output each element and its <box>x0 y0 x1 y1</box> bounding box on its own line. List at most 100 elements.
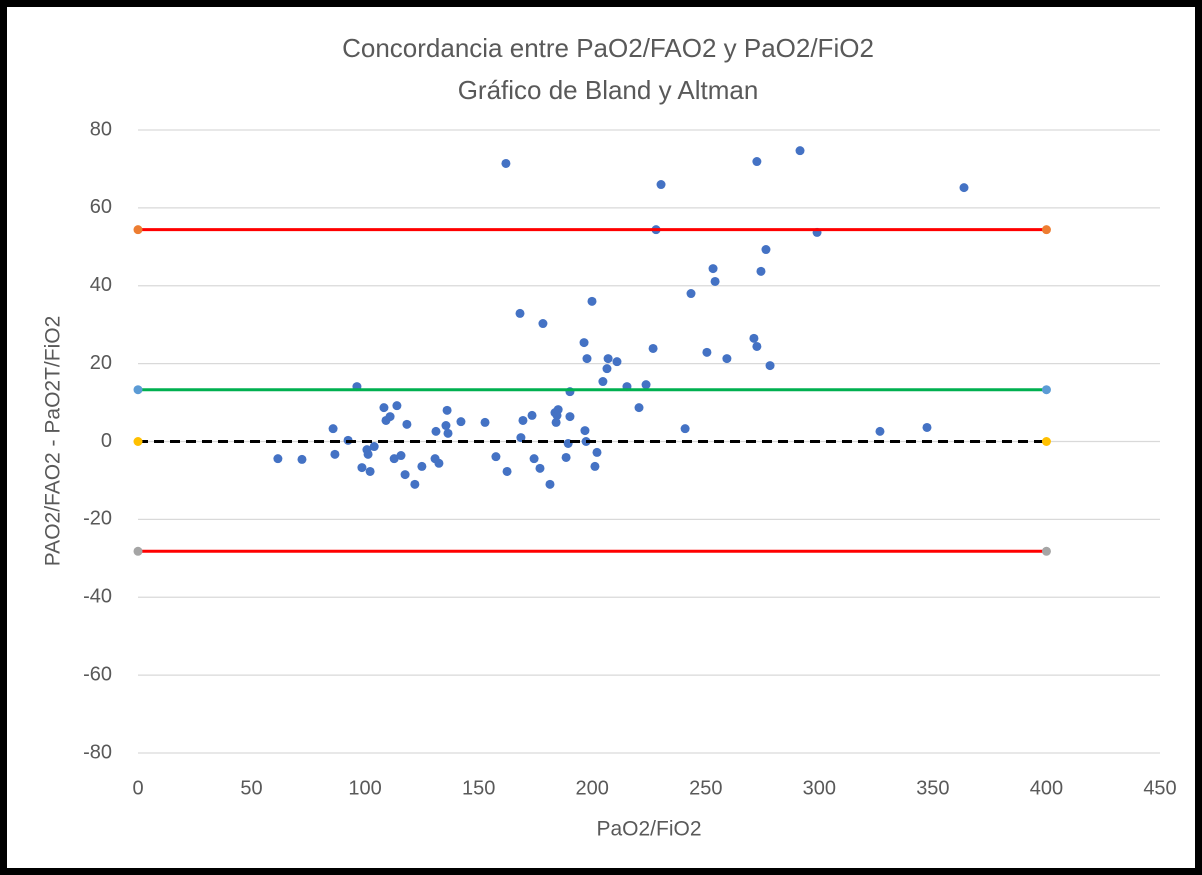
line-endpoint <box>133 225 143 235</box>
y-tick-label: 80 <box>90 118 112 140</box>
data-point <box>761 245 771 255</box>
data-point <box>330 449 340 459</box>
line-endpoint <box>133 546 143 556</box>
data-point <box>410 479 420 489</box>
x-tick-label: 200 <box>576 777 609 799</box>
data-point <box>656 180 666 190</box>
x-tick-label: 250 <box>689 777 722 799</box>
data-point <box>515 308 525 318</box>
line-endpoint <box>1041 546 1051 556</box>
line-endpoint <box>1041 385 1051 395</box>
data-point <box>545 479 555 489</box>
data-point <box>389 454 399 464</box>
data-point <box>579 338 589 348</box>
line-endpoint <box>133 437 143 446</box>
data-point <box>752 157 762 167</box>
y-tick-label: -60 <box>83 663 112 685</box>
line-endpoint <box>1041 437 1051 446</box>
data-point <box>297 454 307 464</box>
data-point <box>749 333 759 343</box>
data-point <box>598 377 608 387</box>
data-point <box>529 454 539 464</box>
data-point <box>565 412 575 422</box>
data-point <box>369 442 379 452</box>
data-point <box>417 461 427 471</box>
y-tick-label: 40 <box>90 274 112 296</box>
data-point <box>634 403 644 413</box>
x-tick-label: 350 <box>916 777 949 799</box>
data-point <box>602 364 612 374</box>
data-point <box>553 405 563 415</box>
data-point <box>491 452 501 462</box>
data-point <box>702 347 712 357</box>
data-point <box>551 417 561 427</box>
x-tick-label: 300 <box>803 777 836 799</box>
data-point <box>273 454 283 464</box>
data-point <box>535 463 545 473</box>
data-point <box>328 424 338 434</box>
line-endpoint <box>133 385 143 395</box>
data-point <box>501 158 511 168</box>
data-point <box>443 428 453 438</box>
data-point <box>431 426 441 436</box>
data-point <box>392 401 402 411</box>
x-axis-label: PaO2/FiO2 <box>596 818 701 841</box>
data-point <box>400 470 410 480</box>
data-point <box>518 415 528 425</box>
data-point <box>752 341 762 351</box>
data-point <box>516 433 526 443</box>
data-point <box>434 458 444 468</box>
data-point <box>959 183 969 193</box>
data-point <box>710 276 720 286</box>
data-point <box>538 319 548 329</box>
data-point <box>603 354 613 364</box>
data-point <box>648 343 658 353</box>
data-point <box>363 449 373 459</box>
data-point <box>456 417 466 427</box>
line-endpoint <box>1041 225 1051 235</box>
y-tick-label: -80 <box>83 741 112 763</box>
data-point <box>480 417 490 427</box>
data-point <box>612 357 622 367</box>
data-point <box>385 412 395 422</box>
data-point <box>502 466 512 476</box>
y-tick-label: 0 <box>101 430 112 452</box>
data-point <box>379 403 389 413</box>
data-point <box>795 146 805 156</box>
data-point <box>396 451 406 461</box>
data-point <box>527 410 537 420</box>
data-point <box>722 354 732 364</box>
data-point <box>580 426 590 436</box>
data-point <box>357 463 367 473</box>
data-point <box>590 461 600 471</box>
chart-title: Concordancia entre PaO2/FAO2 y PaO2/FiO2 <box>342 33 874 63</box>
x-tick-label: 50 <box>240 777 262 799</box>
data-point <box>365 466 375 476</box>
y-tick-label: 60 <box>90 196 112 218</box>
y-tick-label: 20 <box>90 352 112 374</box>
data-point <box>561 452 571 462</box>
x-tick-label: 150 <box>462 777 495 799</box>
y-tick-label: -40 <box>83 586 112 608</box>
data-point <box>442 405 452 415</box>
y-axis-label: PAO2/FAO2 - PaO2T/FiO2 <box>42 316 65 567</box>
data-point <box>592 447 602 457</box>
data-point <box>875 426 885 436</box>
x-tick-label: 450 <box>1143 777 1176 799</box>
data-point <box>587 296 597 306</box>
data-point <box>756 266 766 276</box>
data-point <box>641 380 651 390</box>
data-point <box>402 419 412 429</box>
data-point <box>680 424 690 434</box>
data-point <box>708 264 718 274</box>
data-point <box>765 361 775 371</box>
chart-background <box>7 7 1195 868</box>
x-tick-label: 100 <box>348 777 381 799</box>
data-point <box>686 289 696 299</box>
chart-subtitle: Gráfico de Bland y Altman <box>458 75 759 105</box>
y-tick-label: -20 <box>83 508 112 530</box>
x-tick-label: 0 <box>132 777 143 799</box>
x-tick-label: 400 <box>1030 777 1063 799</box>
